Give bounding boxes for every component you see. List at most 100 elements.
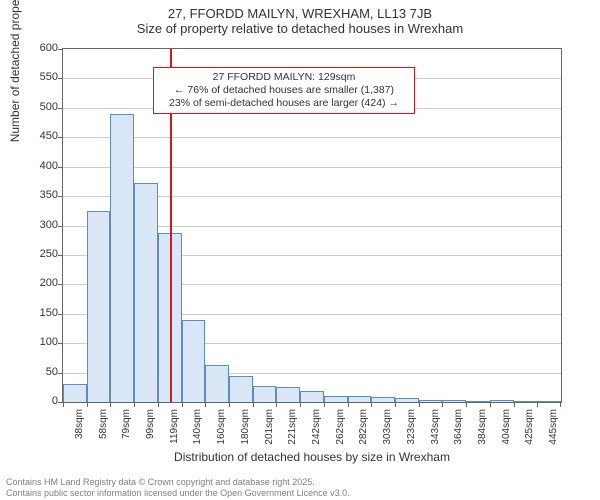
xtick-mark: [371, 402, 372, 407]
ytick-label: 0: [22, 395, 58, 407]
xtick-label: 38sqm: [74, 409, 85, 453]
xtick-label: 384sqm: [477, 409, 488, 453]
histogram-bar: [419, 400, 443, 402]
xtick-label: 242sqm: [311, 409, 322, 453]
ytick-label: 50: [22, 366, 58, 378]
annotation-box: 27 FFORDD MAILYN: 129sqm← 76% of detache…: [153, 67, 415, 114]
xtick-mark: [348, 402, 349, 407]
histogram-bar: [514, 401, 538, 402]
chart-title-block: 27, FFORDD MAILYN, WREXHAM, LL13 7JB Siz…: [0, 0, 600, 36]
title-line2: Size of property relative to detached ho…: [0, 21, 600, 36]
annotation-line1: 27 FFORDD MAILYN: 129sqm: [160, 71, 408, 84]
ytick-mark: [58, 167, 63, 168]
xtick-mark: [158, 402, 159, 407]
histogram-bar: [371, 397, 395, 402]
histogram-bar: [134, 183, 158, 402]
xtick-mark: [514, 402, 515, 407]
xtick-label: 282sqm: [358, 409, 369, 453]
histogram-bar: [300, 391, 324, 402]
xtick-label: 323sqm: [406, 409, 417, 453]
ytick-label: 250: [22, 248, 58, 260]
xtick-mark: [490, 402, 491, 407]
ytick-mark: [58, 314, 63, 315]
histogram-bar: [253, 386, 277, 402]
histogram-bar: [442, 400, 466, 402]
xtick-label: 262sqm: [335, 409, 346, 453]
histogram-bar: [63, 384, 87, 402]
histogram-bar: [395, 398, 419, 402]
ytick-label: 600: [22, 42, 58, 54]
xtick-mark: [324, 402, 325, 407]
histogram-bar: [490, 400, 514, 402]
ytick-mark: [58, 255, 63, 256]
xtick-label: 364sqm: [453, 409, 464, 453]
xtick-label: 445sqm: [548, 409, 559, 453]
xtick-label: 221sqm: [287, 409, 298, 453]
xtick-mark: [205, 402, 206, 407]
ytick-mark: [58, 373, 63, 374]
xtick-mark: [537, 402, 538, 407]
histogram-bar: [466, 401, 490, 402]
xtick-label: 99sqm: [145, 409, 156, 453]
gridline: [63, 137, 561, 138]
histogram-bar: [87, 211, 111, 402]
xtick-mark: [110, 402, 111, 407]
xtick-label: 79sqm: [121, 409, 132, 453]
ytick-label: 400: [22, 160, 58, 172]
histogram-bar: [324, 396, 348, 402]
xtick-mark: [87, 402, 88, 407]
attribution-footer: Contains HM Land Registry data © Crown c…: [6, 477, 350, 498]
histogram-bar: [276, 387, 300, 402]
xtick-label: 160sqm: [216, 409, 227, 453]
histogram-bar: [182, 320, 206, 402]
y-axis-label: Number of detached properties: [8, 0, 22, 142]
histogram-bar: [205, 365, 229, 402]
xtick-mark: [419, 402, 420, 407]
xtick-mark: [395, 402, 396, 407]
xtick-label: 119sqm: [169, 409, 180, 453]
histogram-plot-area: 27 FFORDD MAILYN: 129sqm← 76% of detache…: [62, 48, 562, 403]
annotation-line3: 23% of semi-detached houses are larger (…: [160, 97, 408, 110]
ytick-label: 300: [22, 219, 58, 231]
xtick-mark: [560, 402, 561, 407]
ytick-label: 450: [22, 130, 58, 142]
histogram-bar: [229, 376, 253, 402]
xtick-label: 180sqm: [240, 409, 251, 453]
xtick-mark: [276, 402, 277, 407]
histogram-bar: [110, 114, 134, 402]
xtick-label: 404sqm: [501, 409, 512, 453]
annotation-line2: ← 76% of detached houses are smaller (1,…: [160, 84, 408, 97]
xtick-mark: [182, 402, 183, 407]
ytick-label: 500: [22, 101, 58, 113]
xtick-mark: [229, 402, 230, 407]
ytick-label: 550: [22, 71, 58, 83]
title-line1: 27, FFORDD MAILYN, WREXHAM, LL13 7JB: [0, 6, 600, 21]
xtick-label: 201sqm: [264, 409, 275, 453]
ytick-label: 350: [22, 189, 58, 201]
histogram-bar: [537, 401, 561, 402]
ytick-mark: [58, 108, 63, 109]
gridline: [63, 167, 561, 168]
ytick-mark: [58, 137, 63, 138]
ytick-mark: [58, 196, 63, 197]
xtick-label: 303sqm: [382, 409, 393, 453]
xtick-mark: [300, 402, 301, 407]
xtick-mark: [63, 402, 64, 407]
ytick-mark: [58, 343, 63, 344]
ytick-mark: [58, 284, 63, 285]
footer-line1: Contains HM Land Registry data © Crown c…: [6, 477, 350, 487]
xtick-label: 58sqm: [98, 409, 109, 453]
xtick-label: 343sqm: [430, 409, 441, 453]
ytick-label: 150: [22, 307, 58, 319]
ytick-mark: [58, 78, 63, 79]
xtick-label: 140sqm: [192, 409, 203, 453]
xtick-label: 425sqm: [524, 409, 535, 453]
ytick-label: 200: [22, 277, 58, 289]
ytick-mark: [58, 226, 63, 227]
footer-line2: Contains public sector information licen…: [6, 488, 350, 498]
xtick-mark: [466, 402, 467, 407]
xtick-mark: [134, 402, 135, 407]
histogram-bar: [348, 396, 372, 402]
xtick-mark: [253, 402, 254, 407]
ytick-mark: [58, 49, 63, 50]
